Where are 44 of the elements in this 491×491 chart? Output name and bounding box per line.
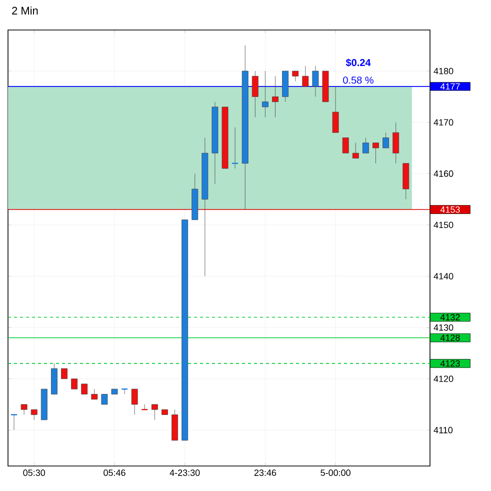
y-tick-label: 4160 (434, 170, 454, 177)
candlestick (252, 70, 258, 118)
y-tick-label: 4140 (434, 273, 454, 280)
candlestick (91, 388, 98, 400)
x-tick-label: 05:30 (23, 470, 46, 476)
x-tick-label: 4-23:30 (170, 470, 200, 476)
candlestick (352, 142, 359, 158)
x-tick-label: 5-00:00 (320, 470, 350, 476)
candlestick (30, 409, 38, 420)
y-tick-label: 4170 (434, 119, 454, 126)
candlestick (372, 142, 379, 164)
y-tick-label: 4130 (434, 324, 454, 331)
candlestick (20, 404, 28, 415)
ref-line-label: 4132 (440, 314, 460, 320)
candlestick (272, 76, 278, 118)
annotation: 0.58 % (343, 76, 374, 84)
ref-line-label: 4177 (440, 83, 460, 90)
candlestick (131, 388, 138, 415)
candlestick (151, 404, 158, 420)
candlestick (262, 70, 268, 118)
candlestick (332, 86, 339, 133)
candlestick (302, 66, 309, 87)
candlestick (292, 70, 299, 82)
candlestick (382, 132, 390, 148)
candlestick (10, 414, 18, 430)
x-tick-label: 05:46 (104, 470, 126, 476)
y-tick-label: 4120 (434, 376, 454, 382)
candlestick (312, 66, 319, 97)
candlestick (101, 394, 108, 405)
candlestick (61, 368, 68, 379)
candlestick (81, 384, 88, 394)
y-tick-label: 4180 (434, 68, 454, 74)
annotation: $0.24 (346, 58, 371, 67)
candlestick (362, 138, 369, 154)
candlestick (342, 138, 349, 154)
candlestick (392, 122, 400, 164)
ref-line-label: 4123 (440, 360, 460, 367)
candlestick (71, 378, 78, 390)
chart-title: 2 Min (12, 6, 38, 14)
y-tick-label: 4150 (434, 222, 454, 228)
y-tick-label: 4110 (434, 426, 453, 434)
ref-line-label: 4128 (440, 334, 460, 341)
x-tick-label: 23:46 (254, 470, 276, 476)
ref-line-label: 4153 (440, 206, 460, 213)
